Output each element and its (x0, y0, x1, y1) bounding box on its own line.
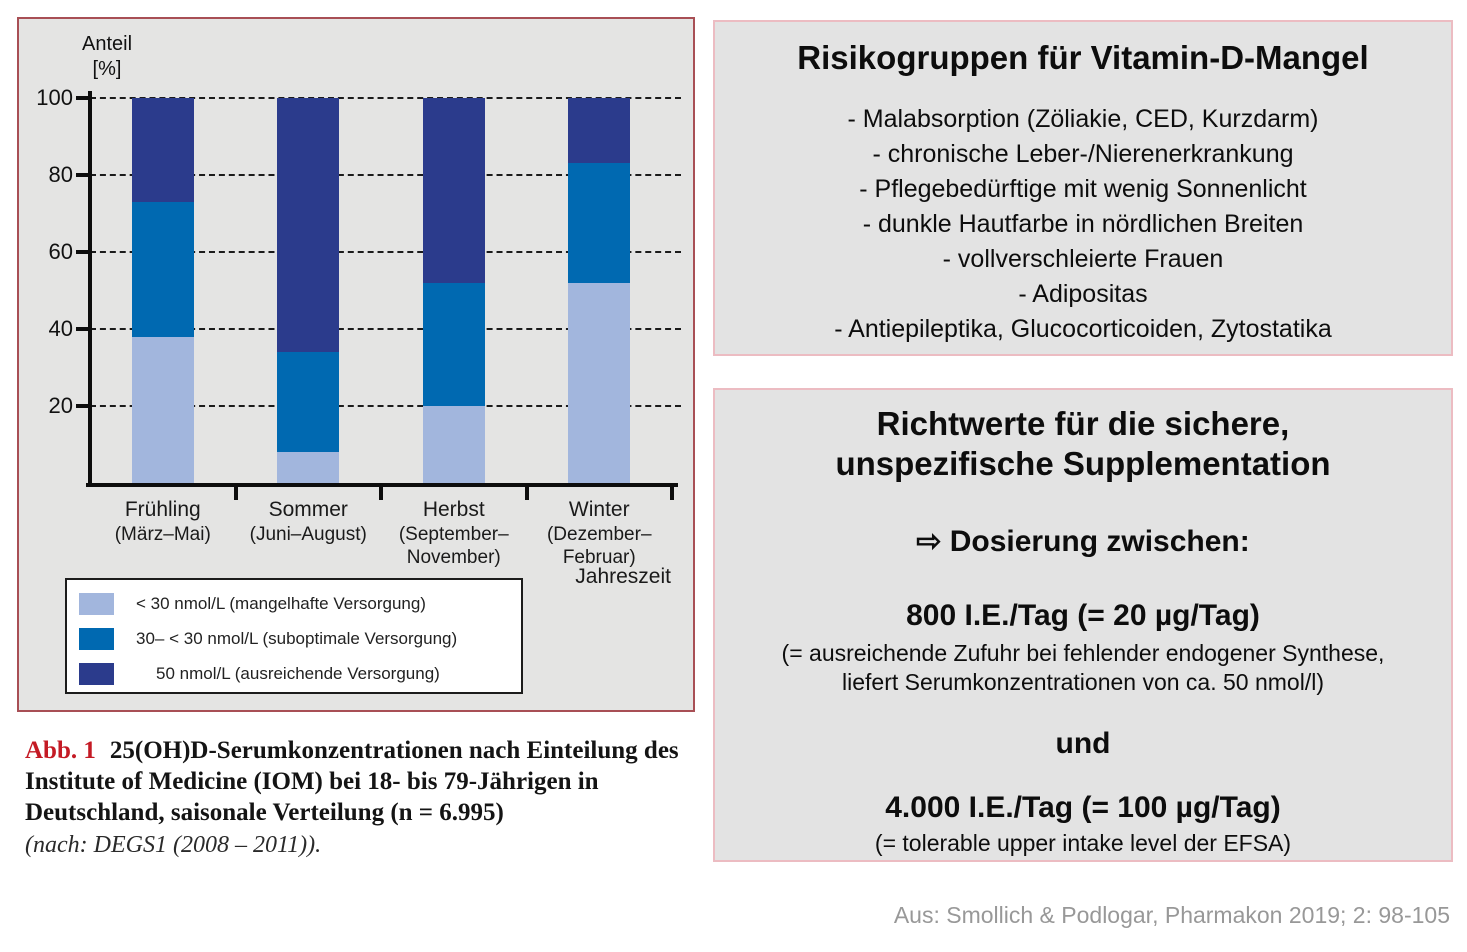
bar-segment (568, 282, 631, 483)
dosing-heading: ⇨ Dosierung zwischen: (916, 525, 1250, 558)
category-label-main: Herbst (422, 498, 485, 521)
y-tick-label: 20 (48, 393, 73, 418)
y-axis-title-line2: [%] (92, 58, 122, 80)
y-axis-tick (76, 173, 90, 177)
grid-line (90, 174, 681, 176)
source-citation: Aus: Smollich & Podlogar, Pharmakon 2019… (893, 902, 1450, 928)
bar-segment (131, 98, 194, 202)
y-axis-title-line1: Anteil (81, 33, 133, 55)
category-label: Winter (Dezember– Februar) (514, 497, 684, 569)
bar-segment (277, 352, 340, 453)
category-label-sub: November) (406, 547, 501, 568)
risk-item: - Pflegebedürftige mit wenig Sonnenlicht (859, 175, 1307, 203)
y-tick-label: 40 (48, 316, 73, 341)
category-label-main: Winter (568, 498, 630, 521)
x-axis-tick (233, 483, 238, 500)
dose1-note: (= ausreichende Zufuhr bei fehlender end… (715, 639, 1451, 697)
category-label-sub: (September– (398, 524, 509, 545)
bar-segment (277, 452, 340, 483)
category-label: Herbst (September– November) (369, 497, 539, 569)
y-axis-title: Anteil [%] (59, 32, 155, 82)
x-axis-tick (670, 483, 674, 500)
bar-segment (422, 406, 485, 483)
category-label-sub: (März–Mai) (114, 524, 211, 545)
y-tick-label: 80 (48, 162, 73, 187)
caption-note: (nach: DEGS1 (2008 – 2011)). (25, 832, 322, 858)
category-label-sub: (Juni–August) (249, 524, 367, 545)
category-label-main: Sommer (268, 498, 348, 521)
figure-caption: Abb. 1 25(OH)D-Serumkonzentrationen nach … (25, 735, 697, 861)
dosing-panel-title-line2: unspezifische Supplementation (835, 445, 1331, 482)
legend-row: 30– < 30 nmol/L (suboptimale Versorgung) (67, 622, 521, 656)
risk-items-list: - Malabsorption (Zöliakie, CED, Kurzdarm… (715, 102, 1451, 347)
dose2-value: 4.000 I.E./Tag (= 100 µg/Tag) (885, 791, 1281, 824)
legend-row: 50 nmol/L (ausreichende Versorgung) (67, 657, 521, 691)
dose2-note: (= tolerable upper intake level der EFSA… (874, 830, 1292, 856)
x-axis-tick (379, 483, 383, 500)
risk-item: - vollverschleierte Frauen (942, 245, 1224, 273)
risk-panel-title: Risikogruppen für Vitamin-D-Mangel (797, 39, 1369, 76)
grid-line (90, 405, 681, 407)
category-label-main: Frühling (124, 498, 201, 521)
y-tick-label: 100 (36, 85, 73, 110)
y-tick-label: 60 (48, 239, 73, 264)
x-axis-title: Jahreszeit (575, 565, 671, 588)
bar-segment (131, 201, 194, 337)
chart-legend: < 30 nmol/L (mangelhafte Versorgung) 30–… (65, 578, 523, 694)
bar-segment (568, 163, 631, 283)
legend-swatch-deficient (79, 593, 114, 615)
y-axis-tick (76, 96, 90, 100)
legend-swatch-sufficient (79, 663, 114, 685)
risk-item: - Antiepileptika, Glucocorticoiden, Zyto… (834, 315, 1332, 343)
dosing-panel: Richtwerte für die sichere, unspezifisch… (713, 388, 1453, 862)
dosing-panel-title-line1: Richtwerte für die sichere, (876, 405, 1290, 442)
y-axis-tick (76, 404, 90, 408)
legend-label: 30– < 30 nmol/L (suboptimale Versorgung) (136, 629, 458, 648)
risk-item: - dunkle Hautfarbe in nördlichen Breiten (862, 210, 1304, 238)
legend-swatch-suboptimal (79, 628, 114, 650)
risk-groups-panel: Risikogruppen für Vitamin-D-Mangel - Mal… (713, 20, 1453, 356)
caption-text: 25(OH)D-Serumkonzentrationen nach Eintei… (25, 737, 679, 826)
legend-label: < 30 nmol/L (mangelhafte Versorgung) (136, 594, 426, 613)
bar-segment (422, 98, 485, 283)
caption-label: Abb. 1 (25, 737, 96, 764)
category-label-sub: (Dezember– (546, 524, 652, 545)
bar-segment (422, 282, 485, 406)
risk-item: - chronische Leber-/Nierenerkrankung (872, 140, 1294, 168)
grid-line (90, 97, 681, 99)
dose-connector: und (1055, 727, 1111, 760)
category-label: Sommer (Juni–August) (223, 497, 393, 546)
legend-label: 50 nmol/L (ausreichende Versorgung) (156, 664, 440, 683)
risk-item: - Malabsorption (Zöliakie, CED, Kurzdarm… (847, 105, 1319, 133)
y-axis-line (88, 91, 92, 487)
y-axis-tick (76, 327, 90, 331)
figure-panel: Anteil [%] Jahreszeit < 30 nmol/L (mange… (17, 17, 695, 712)
x-axis-tick (524, 483, 529, 500)
risk-item: - Adipositas (1018, 280, 1148, 308)
dose1-note-line1: (= ausreichende Zufuhr bei fehlender end… (781, 640, 1385, 666)
bar-segment (131, 336, 194, 483)
legend-row: < 30 nmol/L (mangelhafte Versorgung) (67, 587, 521, 621)
category-label: Frühling (März–Mai) (78, 497, 248, 546)
category-label-sub: Februar) (562, 547, 636, 568)
grid-line (90, 251, 681, 253)
dose1-value: 800 I.E./Tag (= 20 µg/Tag) (906, 599, 1260, 632)
y-axis-tick (76, 250, 90, 254)
bar-segment (277, 98, 340, 353)
grid-line (90, 328, 681, 330)
bar-segment (568, 98, 631, 164)
dose1-note-line2: liefert Serumkonzentrationen von ca. 50 … (842, 669, 1324, 695)
